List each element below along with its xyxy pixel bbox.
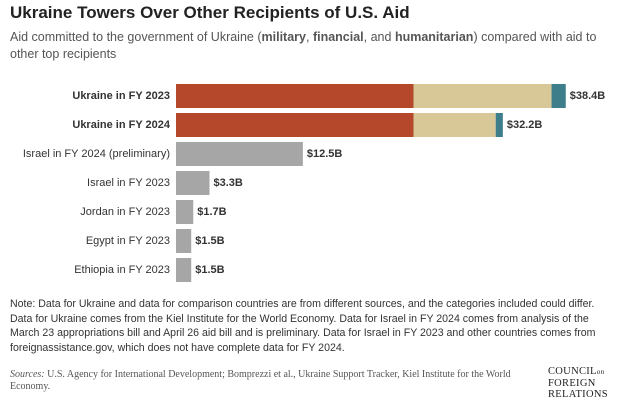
bar-segment <box>413 84 552 108</box>
chart-title: Ukraine Towers Over Other Recipients of … <box>10 3 410 22</box>
sources: Sources: U.S. Agency for International D… <box>10 369 530 393</box>
subtitle-text: Aid committed to the government of Ukrai… <box>10 30 262 44</box>
y-tick-label: Ukraine in FY 2024 <box>72 119 171 131</box>
bar-segment <box>551 84 566 108</box>
sources-label: Sources: <box>10 369 45 380</box>
logo-text: FOREIGN <box>548 378 596 389</box>
note: Note: Data for Ukraine and data for comp… <box>10 298 596 354</box>
subtitle-text: , and <box>363 30 395 44</box>
value-label: $32.2B <box>507 119 543 131</box>
value-label: $1.7B <box>197 206 226 218</box>
y-tick-label: Ethiopia in FY 2023 <box>74 264 170 276</box>
bar-segment <box>495 113 503 137</box>
y-tick-label: Israel in FY 2023 <box>87 177 170 189</box>
y-tick-label: Egypt in FY 2023 <box>86 235 170 247</box>
logo-text: on <box>596 368 605 376</box>
legend-entry: financial <box>312 30 364 44</box>
subtitle: Aid committed to the government of Ukrai… <box>10 29 610 63</box>
logo: COUNCILon FOREIGN RELATIONS <box>548 366 608 400</box>
bar <box>176 229 192 253</box>
y-tick-label: Ukraine in FY 2023 <box>72 90 170 102</box>
bar <box>176 171 210 195</box>
y-tick-label: Jordan in FY 2023 <box>80 206 170 218</box>
value-label: $12.5B <box>307 148 343 160</box>
value-label: $3.3B <box>213 177 242 189</box>
bar <box>176 142 303 166</box>
bar <box>176 200 194 224</box>
bar-segment <box>176 84 414 108</box>
legend-entry: humanitarian <box>394 30 474 44</box>
bar <box>176 258 192 282</box>
logo-text: RELATIONS <box>548 389 608 400</box>
bar-segment <box>413 113 496 137</box>
value-label: $1.5B <box>195 235 224 247</box>
sources-text: U.S. Agency for International Developmen… <box>10 369 511 392</box>
logo-text: COUNCIL <box>548 366 597 377</box>
subtitle-text: ) compared with aid to other top recipie… <box>10 30 597 61</box>
subtitle-text: , <box>305 30 313 44</box>
value-label: $1.5B <box>195 264 224 276</box>
value-label: $38.4B <box>570 90 606 102</box>
y-tick-label: Israel in FY 2024 (preliminary) <box>23 148 170 160</box>
legend-entry: military <box>261 30 306 44</box>
bar-segment <box>176 113 414 137</box>
